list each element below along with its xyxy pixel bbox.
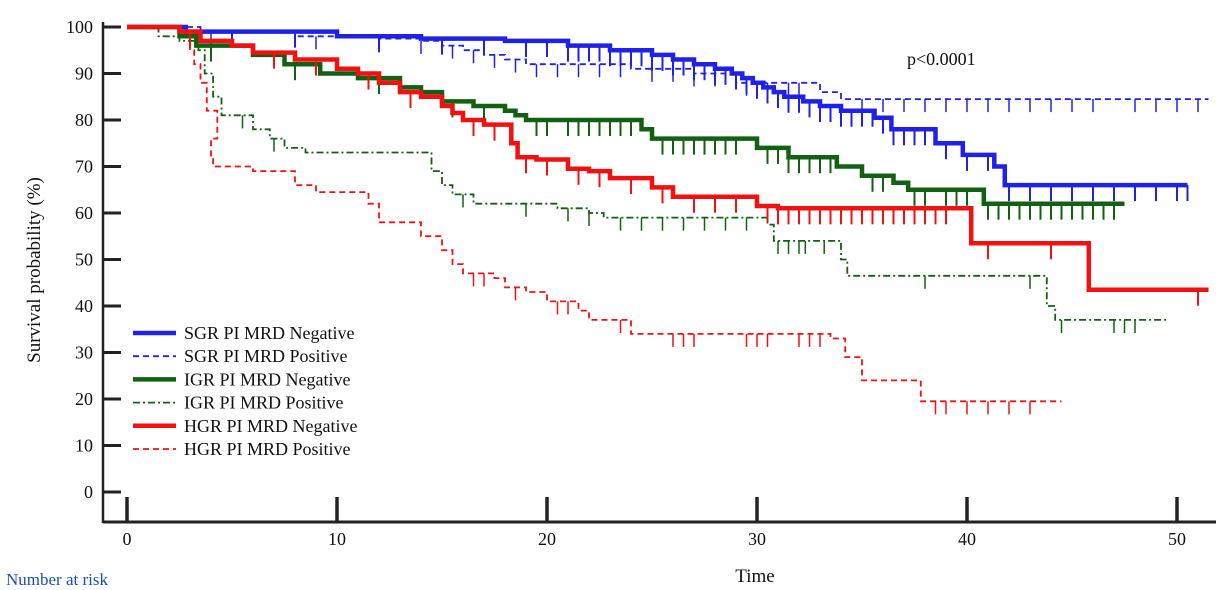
- y-tick-label: 60: [75, 203, 93, 223]
- y-tick-label: 70: [75, 157, 93, 177]
- series-line-3: [127, 26, 1167, 321]
- series-line-2: [127, 24, 1125, 206]
- series-0: [127, 24, 1189, 202]
- legend-item-1: SGR PI MRD Positive: [133, 346, 348, 366]
- series-5: [127, 26, 1062, 415]
- y-tick-label: 0: [84, 482, 93, 502]
- series-2: [127, 24, 1125, 220]
- x-axis: 0 10 20 30 40 50: [103, 497, 1216, 549]
- legend-item-2: IGR PI MRD Negative: [133, 369, 350, 389]
- y-axis-title: Survival probability (%): [24, 177, 45, 363]
- x-tick-label: 50: [1168, 529, 1186, 549]
- y-tick-label: 100: [66, 17, 93, 37]
- series-4: [127, 24, 1209, 306]
- series-line-5: [127, 26, 1062, 403]
- legend-item-3: IGR PI MRD Positive: [133, 393, 344, 413]
- legend-label: HGR PI MRD Negative: [184, 416, 358, 436]
- y-tick-label: 50: [75, 250, 93, 270]
- legend-item-0: SGR PI MRD Negative: [133, 323, 355, 343]
- x-axis-title: Time: [735, 566, 774, 587]
- x-tick-label: 20: [538, 529, 556, 549]
- legend-label: IGR PI MRD Negative: [184, 369, 350, 389]
- y-axis: 0 10 20 30 40 50 60 70 80 90 100: [66, 17, 121, 523]
- y-tick-label: 90: [75, 64, 93, 84]
- number-at-risk-label: Number at risk: [6, 570, 108, 589]
- legend-item-4: HGR PI MRD Negative: [133, 416, 358, 436]
- y-tick-label: 40: [75, 296, 93, 316]
- y-tick-label: 10: [75, 436, 93, 456]
- legend-label: HGR PI MRD Positive: [184, 439, 351, 459]
- x-tick-label: 10: [328, 529, 346, 549]
- legend-label: IGR PI MRD Positive: [184, 393, 344, 413]
- series-3: [127, 26, 1167, 333]
- y-tick-label: 20: [75, 389, 93, 409]
- legend-item-5: HGR PI MRD Positive: [133, 439, 351, 459]
- legend-label: SGR PI MRD Negative: [184, 323, 355, 343]
- y-tick-label: 80: [75, 110, 93, 130]
- p-value-annotation: p<0.0001: [907, 49, 976, 69]
- plot-area: [127, 24, 1209, 415]
- legend-label: SGR PI MRD Positive: [184, 346, 348, 366]
- legend: SGR PI MRD Negative SGR PI MRD Positive IG…: [133, 323, 358, 459]
- series-1: [127, 26, 1209, 113]
- x-tick-label: 0: [123, 529, 132, 549]
- y-tick-label: 30: [75, 343, 93, 363]
- series-line-0: [127, 24, 1188, 188]
- x-tick-label: 40: [958, 529, 976, 549]
- x-tick-label: 30: [748, 529, 766, 549]
